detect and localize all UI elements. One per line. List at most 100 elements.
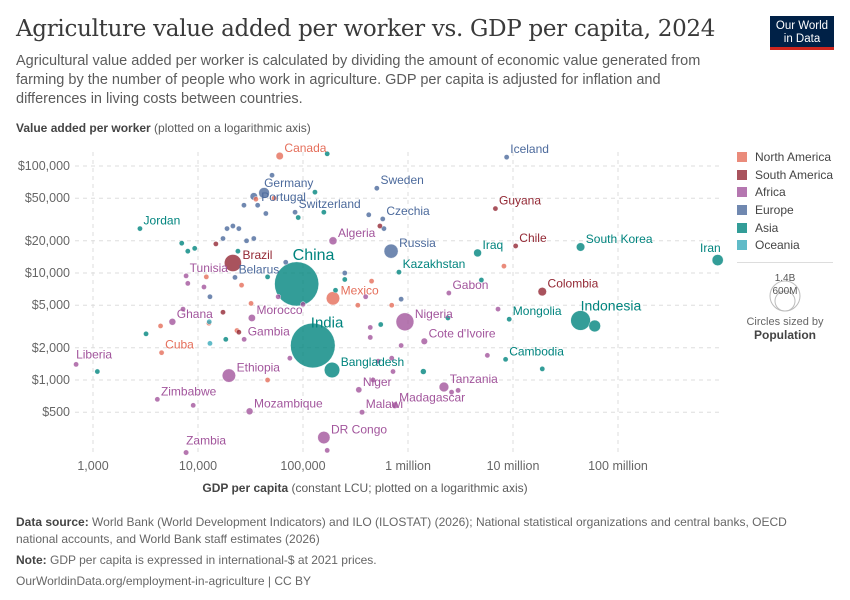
point-label: Algeria	[338, 226, 376, 240]
legend-item[interactable]: South America	[737, 166, 833, 184]
legend-item[interactable]: Oceania	[737, 236, 833, 254]
size-circle-small	[774, 290, 796, 312]
data-point	[367, 324, 374, 331]
data-point	[370, 377, 376, 383]
data-point	[332, 287, 339, 294]
y-tick-label: $50,000	[25, 191, 70, 205]
size-legend-variable: Population	[754, 328, 816, 343]
y-tick-label: $1,000	[32, 373, 70, 387]
legend-divider	[737, 262, 833, 264]
x-tick-label: 100 million	[588, 459, 648, 473]
legend-item[interactable]: Africa	[737, 183, 833, 201]
data-point	[383, 243, 399, 259]
data-point	[263, 210, 269, 217]
footer: Data source: World Bank (World Developme…	[16, 514, 816, 590]
data-point	[375, 358, 381, 364]
legend-item[interactable]: North America	[737, 148, 833, 166]
data-point	[326, 291, 340, 306]
legend-swatch	[737, 169, 747, 180]
legend-swatch	[737, 204, 747, 215]
data-point	[269, 172, 275, 179]
data-point	[379, 216, 386, 222]
data-point	[168, 318, 176, 326]
point-label: Chile	[519, 231, 547, 245]
owid-logo[interactable]: Our World in Data	[770, 16, 834, 50]
point-label: Tunisia	[190, 261, 229, 275]
data-point	[398, 296, 404, 302]
y-tick-label: $2,000	[32, 341, 70, 355]
data-point	[224, 254, 242, 272]
point-label: Germany	[264, 176, 313, 190]
x-tick-label: 1 million	[385, 459, 431, 473]
data-point	[362, 293, 369, 300]
point-label: Bangladesh	[341, 355, 404, 369]
data-point	[438, 381, 450, 393]
legend-label: Oceania	[755, 238, 800, 253]
point-label: Morocco	[257, 303, 303, 317]
legend-item[interactable]: Asia	[737, 219, 833, 237]
data-point	[374, 185, 380, 192]
data-point	[271, 195, 277, 202]
point-label: Niger	[363, 375, 392, 389]
data-point	[206, 318, 213, 325]
data-point	[588, 319, 601, 333]
data-point	[324, 151, 330, 157]
data-point	[328, 236, 338, 245]
data-point	[213, 241, 219, 247]
data-point	[455, 387, 461, 394]
data-point	[506, 316, 512, 323]
x-tick-label: 10,000	[179, 459, 217, 473]
legend-label: Africa	[755, 185, 786, 200]
data-point	[190, 402, 196, 409]
point-label: Sweden	[380, 173, 423, 187]
data-point	[207, 293, 213, 300]
data-point	[381, 225, 387, 232]
data-point	[388, 302, 395, 309]
point-label: Canada	[284, 141, 326, 155]
data-point	[711, 254, 724, 266]
legend-label: North America	[755, 149, 832, 164]
x-axis-label: GDP per capita (constant LCU; plotted on…	[0, 481, 730, 495]
data-point	[359, 409, 365, 416]
data-point	[495, 306, 501, 312]
data-point	[264, 274, 271, 280]
data-point	[448, 389, 455, 395]
point-label: Guyana	[499, 194, 541, 208]
legend-swatch	[737, 151, 747, 162]
legend-swatch	[737, 222, 747, 233]
data-point	[185, 248, 191, 254]
point-label: Cambodia	[509, 344, 564, 358]
note-label: Note:	[16, 553, 47, 567]
point-label: Gabon	[452, 278, 488, 292]
data-point	[292, 209, 298, 216]
y-tick-label: $5,000	[32, 298, 70, 312]
point-label: Switzerland	[299, 197, 361, 211]
data-source: Data source: World Bank (World Developme…	[16, 514, 816, 548]
y-tick-label: $100,000	[18, 159, 70, 173]
y-axis-label-note: (plotted on a logarithmic axis)	[150, 121, 311, 135]
point-label: Belarus	[239, 262, 280, 276]
source-label: Data source:	[16, 515, 89, 529]
logo-line-2: in Data	[783, 33, 821, 45]
data-point	[317, 431, 331, 444]
data-point	[367, 334, 374, 341]
source-url[interactable]: OurWorldinData.org/employment-in-agricul…	[16, 574, 312, 588]
source-text: World Bank (World Development Indicators…	[16, 515, 787, 546]
data-point	[537, 287, 547, 297]
data-point	[220, 235, 226, 242]
data-point	[478, 277, 485, 283]
point-label: Liberia	[76, 347, 112, 361]
data-point	[275, 152, 284, 160]
data-point	[254, 202, 261, 209]
point-label: Zimbabwe	[161, 384, 217, 398]
point-label: Jordan	[144, 214, 181, 228]
point-label: Nigeria	[415, 307, 453, 321]
data-point	[248, 314, 256, 322]
point-label: Indonesia	[581, 297, 642, 313]
scatter-plot: $100,000 $50,000 $20,000 $10,000 $5,000 $2,00…	[18, 141, 724, 473]
point-label: Malawi	[366, 397, 403, 411]
data-point	[183, 273, 189, 279]
point-label: Portugal	[261, 190, 306, 204]
legend-item[interactable]: Europe	[737, 201, 833, 219]
